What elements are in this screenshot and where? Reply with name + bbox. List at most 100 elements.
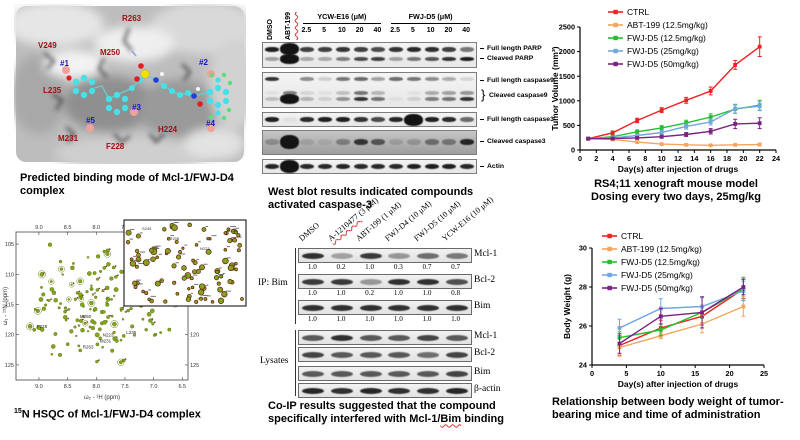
- data-point: [659, 142, 664, 146]
- wb-band: [280, 134, 300, 150]
- nmr-peak: [58, 352, 63, 357]
- nmr-peak: [50, 344, 56, 349]
- nmr-inset-label-mark: [194, 283, 199, 285]
- nmr-inset-peak: [132, 280, 138, 286]
- wb-band: [424, 139, 439, 145]
- x-axis-title: Day(s) after injection of drugs: [618, 164, 739, 174]
- coip-quant-value: 1.0: [336, 289, 346, 297]
- nmr-inset-peak: [181, 265, 187, 271]
- data-point: [659, 125, 664, 130]
- wb-band: [424, 57, 439, 61]
- nmr-inset-peak: [226, 227, 231, 232]
- nmr-inset-peak: [174, 239, 179, 244]
- data-point: [741, 304, 746, 309]
- coip-band: [417, 278, 439, 285]
- y-tick-label: 26: [579, 322, 587, 331]
- nmr-peak: [59, 267, 64, 271]
- nmr-peak: [63, 306, 67, 310]
- wb-tick-dash: [480, 118, 484, 120]
- nmr-peak: [101, 345, 104, 349]
- nmr-peak: [44, 303, 48, 307]
- wb-band: [264, 77, 279, 81]
- series-line: [588, 105, 760, 140]
- nmr-inset-peak: [187, 287, 191, 291]
- nmr-inset-peak: [142, 259, 150, 266]
- coip-band: [388, 334, 411, 341]
- coip-band: [359, 387, 382, 394]
- wb-band: [264, 97, 279, 101]
- data-point: [700, 310, 704, 315]
- coip-quant-value: 1.0: [307, 289, 317, 297]
- wb-band: [280, 54, 300, 64]
- coip-quant-value: 1.0: [307, 315, 317, 323]
- nmr-peak-minor: [114, 265, 117, 267]
- series-line: [619, 290, 744, 329]
- nmr-peak: [146, 312, 152, 317]
- nmr-peak: [89, 300, 94, 306]
- wb-band: [389, 163, 404, 170]
- coip-band: [331, 278, 353, 285]
- nmr-inset-label-mark: [226, 246, 231, 248]
- nmr-peak: [89, 287, 94, 291]
- x-axis-title: Day(s) after injection of drugs: [618, 379, 739, 389]
- nmr-peak: [94, 295, 98, 299]
- nmr-peak: [113, 294, 116, 297]
- y-axis-title: Tumor Volume (mm³): [550, 46, 560, 130]
- wb-band: [280, 94, 300, 104]
- wb-band: [371, 117, 386, 122]
- nmr-peak: [102, 266, 107, 270]
- coip-row-label: β-actin: [474, 384, 501, 394]
- wb-band: [335, 139, 350, 145]
- nmr-peak: [92, 271, 97, 275]
- nmr-peak: [77, 344, 81, 348]
- wb-dose-label: 20: [444, 27, 453, 34]
- wb-band: [353, 97, 368, 101]
- nmr-peak: [77, 324, 81, 327]
- nmr-inset-label-mark: [129, 238, 133, 240]
- nmr-inset-peak: [134, 248, 140, 254]
- nmr-peak: [159, 331, 163, 335]
- wb-band: [460, 163, 475, 170]
- wb-row-label: Cleaved caspase3: [487, 138, 546, 145]
- nmr-peak: [36, 325, 42, 330]
- nmr-inset-peak-label: K276: [228, 228, 238, 233]
- nmr-peak: [86, 256, 90, 259]
- wb-band: [353, 57, 368, 61]
- wb-band: [460, 77, 475, 81]
- wb-group-header: FWJ-D5 (μM): [408, 12, 453, 21]
- residue-label-site3: #3: [132, 103, 141, 112]
- wb-blot-box: [262, 42, 477, 68]
- nmr-peak-minor: [122, 308, 124, 310]
- nmr-inset-label-mark: [196, 259, 199, 260]
- caption-tumor-line1: RS4;11 xenograft mouse model: [594, 178, 758, 190]
- nmr-labeled-peak: [32, 328, 37, 332]
- data-point: [708, 120, 713, 124]
- wb-band: [389, 46, 404, 52]
- coip-lysates-bracket: [295, 330, 296, 396]
- nmr-inset-peak: [223, 248, 228, 252]
- nmr-inset-peak: [227, 264, 235, 272]
- nmr-peak: [89, 307, 92, 311]
- nmr-inset-label-mark: [206, 295, 211, 297]
- nmr-peak-minor: [78, 290, 81, 293]
- nmr-ytick-label: 110: [5, 272, 14, 278]
- coip-lane-text: FWJ-D5: [411, 217, 440, 243]
- nmr-inset-label-mark: [134, 260, 140, 261]
- data-point: [684, 142, 689, 147]
- coip-quant-value: 0.2: [336, 263, 346, 271]
- nmr-inset-peak: [198, 283, 206, 290]
- nmr-inset-label-mark: [211, 235, 217, 237]
- nmr-inset-peak: [240, 297, 244, 301]
- wb-band: [389, 77, 404, 81]
- nmr-peak: [41, 292, 46, 297]
- nmr-peak: [102, 310, 106, 314]
- nmr-xtick-label: 8.5: [64, 384, 72, 390]
- wb-band: [335, 91, 350, 95]
- nmr-ytick-label: 105: [5, 242, 14, 248]
- nmr-xtick-label-top: 8.5: [64, 225, 72, 231]
- wb-band: [300, 163, 315, 170]
- nmr-peak: [113, 287, 119, 293]
- coip-band: [302, 351, 325, 358]
- nmr-peak: [110, 348, 115, 353]
